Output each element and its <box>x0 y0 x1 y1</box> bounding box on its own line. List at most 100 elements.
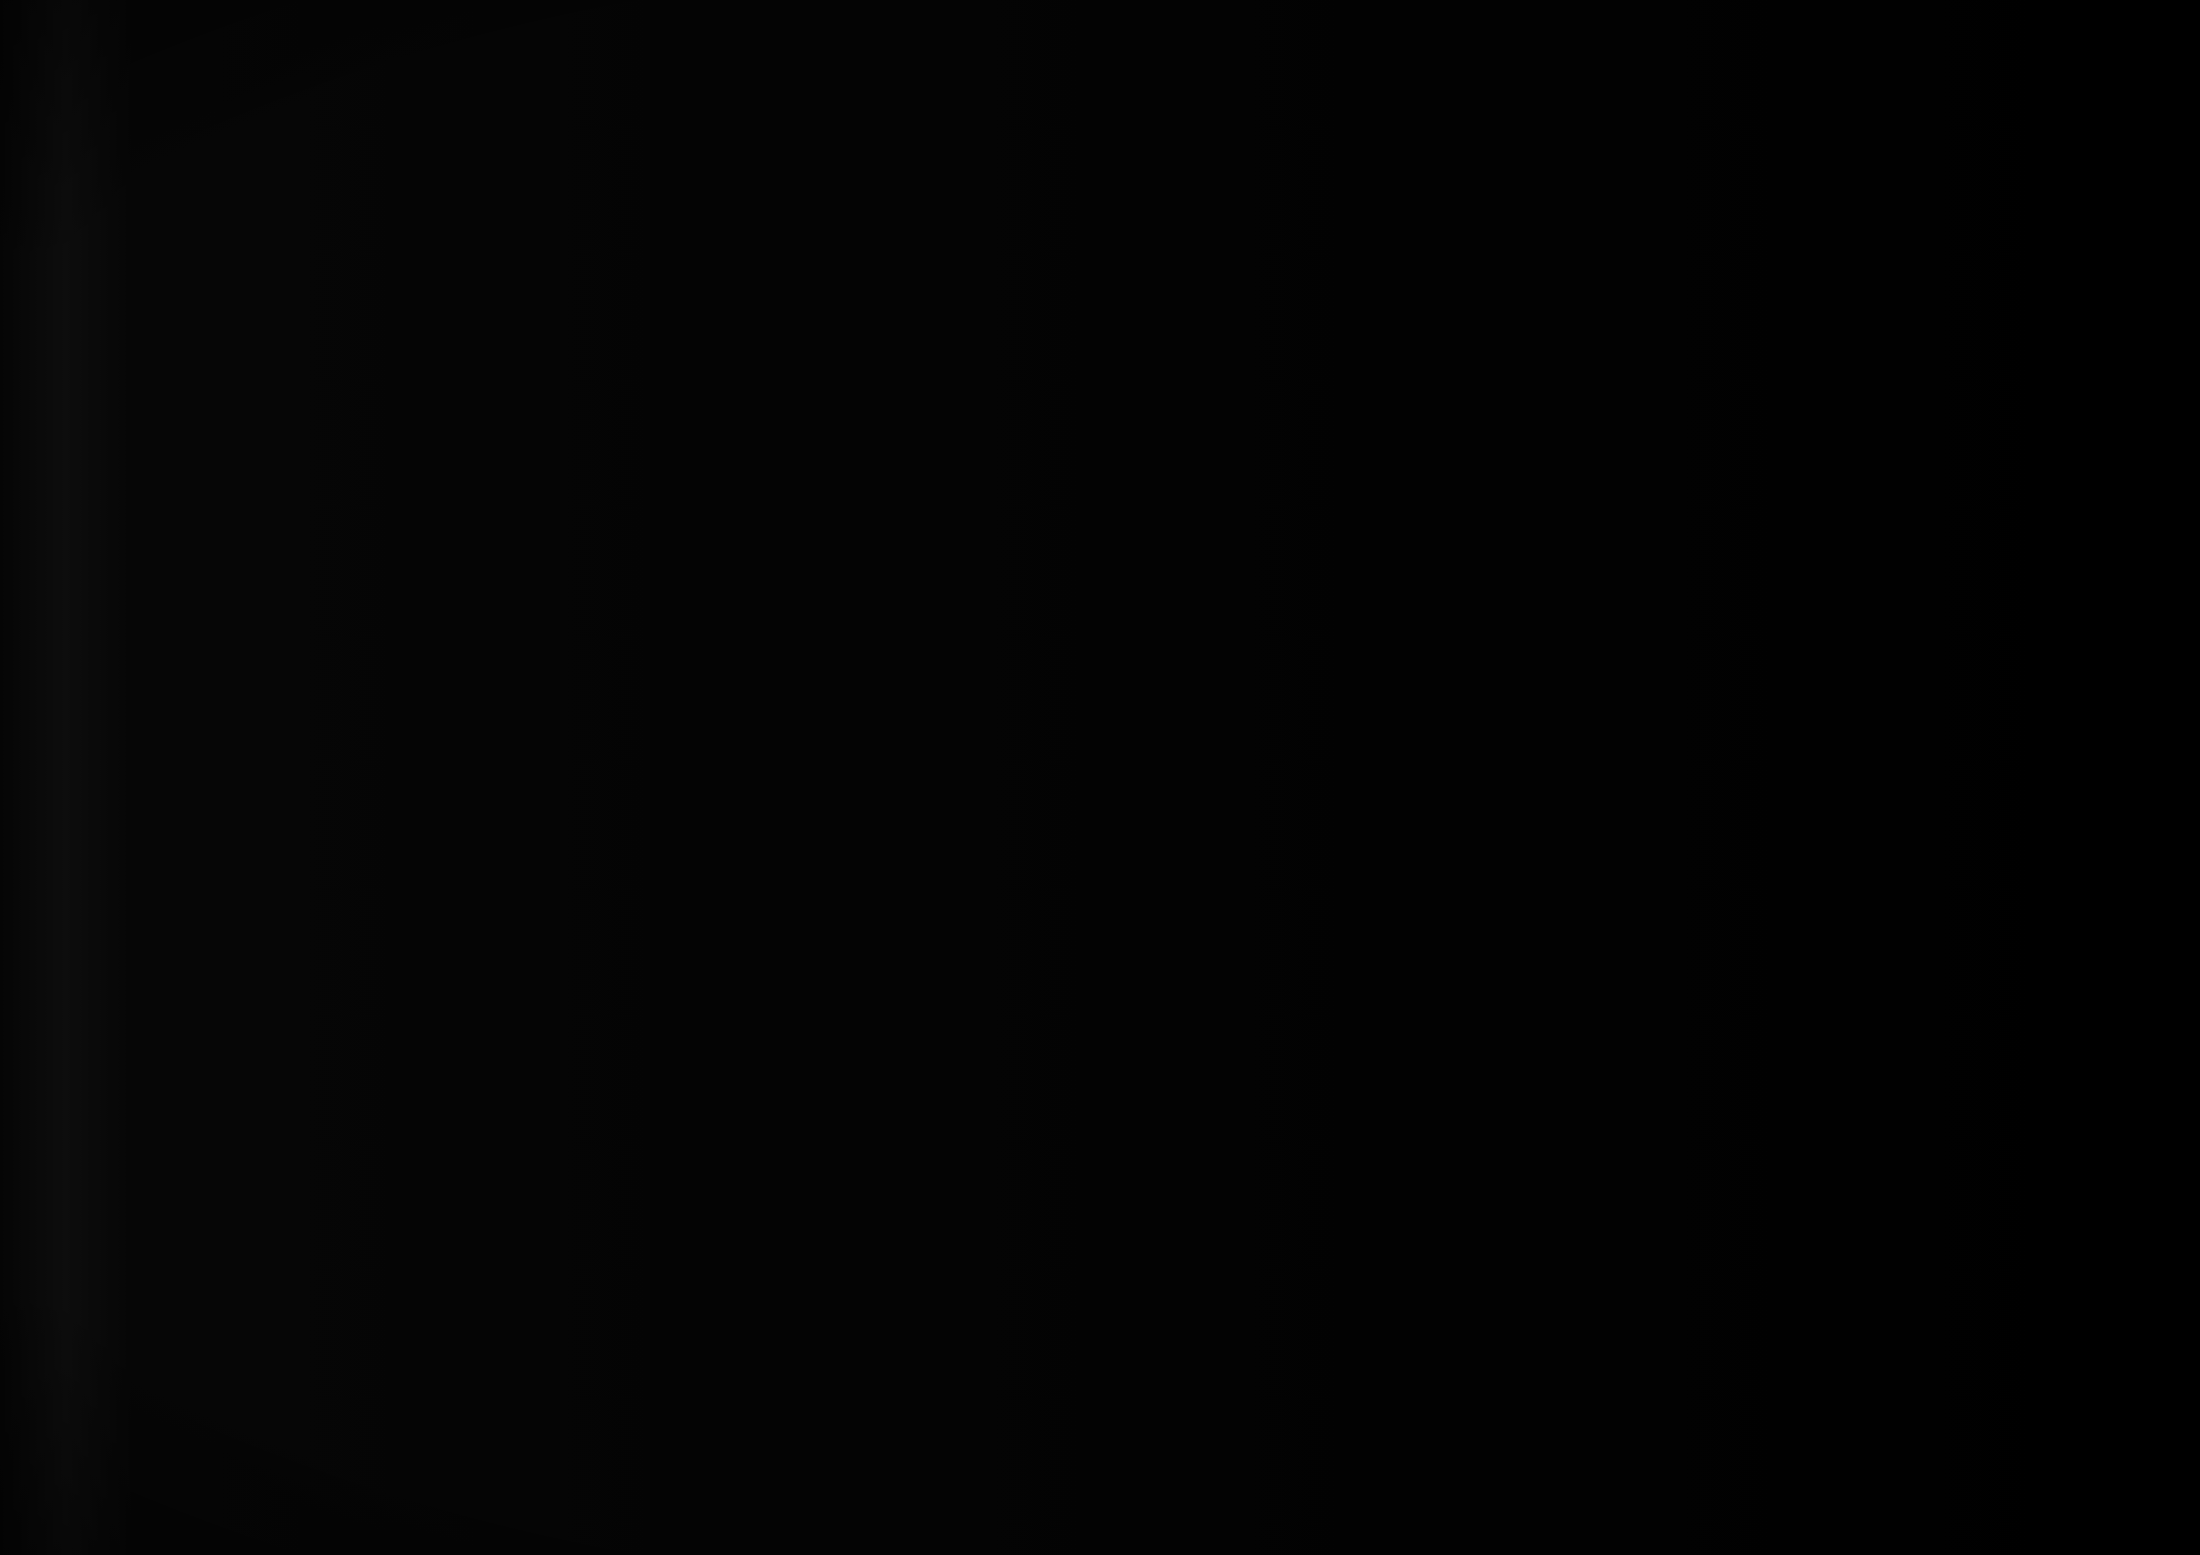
empty-cell <box>814 1084 1065 1115</box>
mark-cell: Y <box>1427 449 1452 480</box>
empty-cell <box>1404 1319 1429 1350</box>
empty-cell <box>1354 333 1406 364</box>
empty-cell <box>1765 507 1814 538</box>
mark-cell <box>1542 797 1579 828</box>
mark-cell <box>1645 739 1681 770</box>
mark-cell: // <box>502 707 527 738</box>
empty-cell <box>1542 1087 1579 1118</box>
assessment-cell <box>767 823 793 854</box>
empty-cell <box>814 330 1065 361</box>
mark-cell <box>656 823 691 854</box>
mark-cell <box>1474 652 1510 683</box>
empty-cell <box>1812 507 2006 538</box>
empty-cell <box>525 1171 560 1202</box>
empty-cell <box>502 1490 527 1521</box>
empty-cell <box>767 1229 793 1260</box>
right-table-number: № 13 A. <box>1475 120 1573 149</box>
mark-cell: y <box>656 736 691 767</box>
table-row: d. Henrika 28 4 1865 Y / y y y y y y m.74. dead.79 t… <box>133 794 1065 825</box>
empty-cell <box>722 1171 746 1202</box>
mark-cell: y <box>623 446 658 477</box>
mark-cell: Y <box>458 678 482 709</box>
empty-cell <box>366 359 412 390</box>
empty-cell <box>1091 1058 1310 1089</box>
empty-cell <box>458 359 482 390</box>
empty-cell <box>1091 1319 1310 1350</box>
empty-cell <box>1577 1232 1613 1263</box>
empty-cell <box>366 881 412 912</box>
empty-cell <box>480 1490 504 1521</box>
mark-cell: / <box>1427 797 1452 828</box>
empty-cell <box>1611 1232 1647 1263</box>
mark-cell: y <box>502 446 527 477</box>
assessment-cell <box>1679 768 1705 799</box>
empty-cell <box>722 1084 746 1115</box>
empty-cell <box>1812 884 2006 915</box>
empty-cell <box>1508 333 1544 364</box>
table-row <box>1091 1493 2006 1524</box>
empty-cell <box>1765 913 1814 944</box>
empty-cell <box>502 1258 527 1289</box>
empty-cell <box>1091 1435 1310 1466</box>
empty-cell <box>814 968 1065 999</box>
assessment-cell <box>722 446 746 477</box>
empty-cell <box>1091 884 1310 915</box>
empty-cell <box>525 1548 560 1555</box>
mark-cell <box>1611 623 1647 654</box>
person-name-cell: d. Katrina <box>133 736 368 767</box>
assessment-cell <box>744 794 769 825</box>
col-forstar-christendom-right: Förstår Christen- domslärran. <box>1703 149 1729 335</box>
empty-cell <box>410 1229 460 1260</box>
empty-cell <box>1645 1145 1681 1176</box>
mark-cell: Y <box>480 765 504 796</box>
mark-cell: y <box>502 765 527 796</box>
empty-cell <box>1474 1522 1510 1553</box>
right-page-number: 289. <box>1487 50 1545 78</box>
table-row <box>1091 1087 2006 1118</box>
empty-cell <box>1727 1348 1767 1379</box>
empty-cell <box>1703 1000 1729 1031</box>
empty-cell <box>656 1229 691 1260</box>
col-abc-book: ABC–boken. <box>502 149 527 332</box>
mark-cell: v <box>1404 623 1429 654</box>
empty-cell <box>1474 1290 1510 1321</box>
mark-cell <box>590 1026 625 1057</box>
empty-cell <box>767 1461 793 1492</box>
birth-day-cell: 24 12 <box>1308 565 1356 596</box>
family-heading: Mikkel Knutson Pirhonens barn med h:u Ma… <box>133 388 816 419</box>
empty-cell <box>744 881 769 912</box>
assessment-cell <box>744 765 769 796</box>
empty-cell <box>1703 681 1729 712</box>
empty-cell <box>590 1519 625 1550</box>
empty-cell <box>558 1374 592 1405</box>
person-name-cell: s. Matts <box>133 707 368 738</box>
mark-cell: y <box>1611 420 1647 451</box>
empty-cell <box>133 1519 368 1550</box>
mark-cell: y <box>656 765 691 796</box>
empty-cell <box>1812 681 2006 712</box>
mark-cell: // <box>558 678 592 709</box>
empty-cell <box>744 1229 769 1260</box>
empty-cell <box>525 1287 560 1318</box>
empty-cell <box>1404 913 1429 944</box>
empty-cell <box>767 1403 793 1434</box>
mark-cell: / <box>1611 391 1647 422</box>
table-row <box>1091 1000 2006 1031</box>
empty-cell <box>1450 1377 1476 1408</box>
family-heading: ...ter Keponen, f. 24/1 39. (hörn till f… <box>1090 710 1814 741</box>
empty-cell <box>1404 1087 1429 1118</box>
mark-cell: y <box>590 765 625 796</box>
empty-cell <box>590 562 625 593</box>
empty-cell <box>1577 913 1613 944</box>
empty-cell <box>1812 1406 2006 1437</box>
empty-cell <box>791 1345 816 1376</box>
empty-cell <box>1542 1058 1579 1089</box>
empty-cell <box>1308 1232 1356 1263</box>
empty-cell <box>366 562 412 593</box>
empty-cell <box>502 591 527 622</box>
remarks-cell: p:r v. 67. <box>1812 391 2006 422</box>
mark-cell: y <box>590 417 625 448</box>
empty-cell <box>1611 1406 1647 1437</box>
empty-cell <box>1354 1000 1406 1031</box>
